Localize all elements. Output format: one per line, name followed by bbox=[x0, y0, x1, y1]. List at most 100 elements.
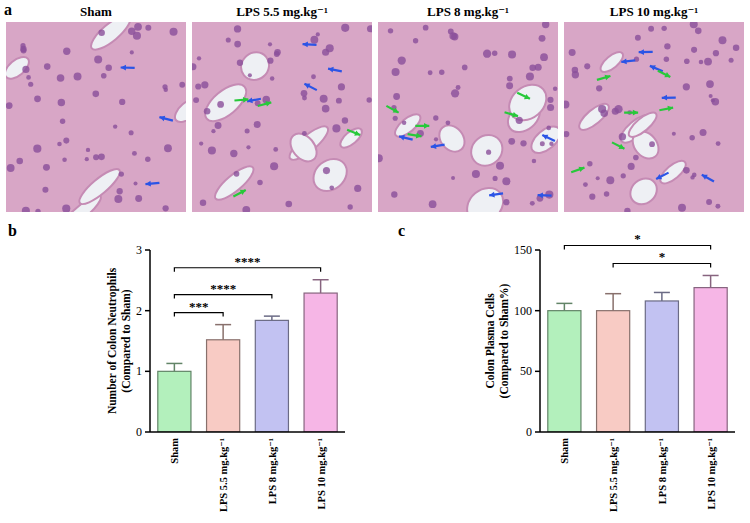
micrograph bbox=[564, 22, 744, 212]
nucleus bbox=[624, 208, 630, 212]
y-axis-title-line: Colon Plasma Cells bbox=[484, 293, 496, 389]
nucleus bbox=[542, 22, 549, 28]
nucleus bbox=[162, 84, 167, 89]
arrow-head bbox=[605, 75, 611, 81]
nucleus bbox=[712, 98, 720, 106]
nucleus bbox=[398, 56, 406, 64]
nucleus bbox=[451, 89, 459, 97]
gland bbox=[597, 49, 626, 76]
arrow-head bbox=[145, 181, 151, 187]
gland bbox=[171, 94, 186, 126]
arrow-head bbox=[431, 143, 437, 149]
nucleus bbox=[119, 99, 125, 105]
marks bbox=[548, 275, 727, 432]
nucleus bbox=[540, 53, 548, 61]
arrow-shaft bbox=[542, 135, 555, 141]
nucleus bbox=[179, 82, 185, 88]
error-stem bbox=[564, 303, 566, 310]
nucleus bbox=[93, 154, 99, 160]
x-tick-label: LPS 8 mg.kg⁻¹ bbox=[267, 438, 278, 504]
y-axis-title-line: (Compared to Sham) bbox=[120, 289, 133, 392]
nucleus bbox=[33, 145, 41, 153]
error-bar bbox=[654, 292, 670, 300]
nucleus bbox=[503, 199, 509, 205]
bar bbox=[694, 288, 727, 432]
nucleus bbox=[393, 93, 400, 100]
nucleus bbox=[391, 191, 397, 197]
error-cap bbox=[264, 315, 280, 317]
y-axis bbox=[539, 250, 541, 432]
panel-letter: a bbox=[4, 1, 12, 18]
arrow-shaft bbox=[702, 175, 714, 182]
nucleus bbox=[274, 49, 281, 56]
gland bbox=[657, 157, 690, 187]
nucleus bbox=[310, 36, 318, 44]
significance-label: *** bbox=[189, 299, 209, 314]
nucleus bbox=[366, 97, 371, 102]
gland bbox=[199, 78, 253, 128]
nucleus bbox=[451, 176, 455, 180]
gland bbox=[337, 125, 365, 151]
nucleus bbox=[506, 82, 513, 89]
arrow-head bbox=[633, 110, 638, 116]
nucleus bbox=[58, 99, 65, 106]
nucleus bbox=[648, 26, 654, 32]
nucleus bbox=[604, 191, 610, 197]
nucleus bbox=[311, 74, 316, 79]
y-tick-label: 150 bbox=[514, 243, 532, 257]
error-stem bbox=[710, 275, 712, 287]
y-tick-label: 50 bbox=[520, 364, 532, 378]
gland bbox=[502, 77, 553, 127]
nucleus bbox=[204, 108, 211, 115]
error-stem bbox=[661, 292, 663, 300]
x-tick-label: LPS 8 mg.kg⁻¹ bbox=[657, 438, 668, 504]
gland bbox=[285, 128, 322, 166]
gland bbox=[6, 53, 33, 83]
nucleus bbox=[684, 58, 690, 64]
nucleus bbox=[733, 44, 740, 51]
nucleus bbox=[729, 58, 734, 63]
error-bar bbox=[605, 294, 621, 311]
gland bbox=[625, 173, 662, 209]
y-axis-title-line: Number of Colon Neutrophils bbox=[106, 267, 119, 414]
arrow-shaft bbox=[656, 173, 668, 179]
nucleus bbox=[170, 28, 178, 36]
gland bbox=[434, 120, 470, 156]
micrograph bbox=[192, 22, 372, 212]
arrow-head bbox=[656, 174, 662, 179]
nucleus bbox=[193, 97, 199, 103]
nucleus bbox=[35, 209, 40, 212]
y-tick bbox=[145, 431, 150, 433]
gland bbox=[465, 129, 509, 172]
nucleus bbox=[20, 43, 25, 48]
panel-letter: b bbox=[8, 222, 17, 239]
nucleus bbox=[57, 74, 65, 82]
arrow-shaft bbox=[347, 130, 360, 135]
gland bbox=[527, 121, 558, 158]
nucleus bbox=[85, 157, 89, 161]
arrow-shaft bbox=[650, 66, 663, 71]
error-stem bbox=[222, 325, 224, 340]
nucleus bbox=[709, 94, 713, 98]
tissue-ground bbox=[192, 22, 372, 212]
arrow-head bbox=[159, 116, 165, 122]
nucleus bbox=[301, 90, 308, 97]
nucleus bbox=[129, 130, 134, 135]
nucleus bbox=[44, 63, 51, 70]
nucleus bbox=[700, 129, 707, 136]
nucleus bbox=[248, 73, 252, 77]
nucleus bbox=[26, 75, 31, 80]
nucleus bbox=[74, 73, 82, 81]
micrograph-title: LPS 10 mg.kg⁻¹ bbox=[610, 4, 699, 19]
tissue-ground bbox=[378, 22, 558, 212]
nucleus bbox=[234, 25, 241, 32]
nucleus bbox=[268, 42, 272, 46]
nucleus bbox=[547, 97, 553, 103]
nucleus bbox=[57, 142, 62, 147]
nucleus bbox=[600, 109, 608, 117]
bar bbox=[645, 301, 678, 432]
nucleus bbox=[257, 180, 263, 186]
nucleus bbox=[532, 159, 537, 164]
nucleus bbox=[596, 176, 600, 180]
nucleus bbox=[342, 117, 348, 123]
